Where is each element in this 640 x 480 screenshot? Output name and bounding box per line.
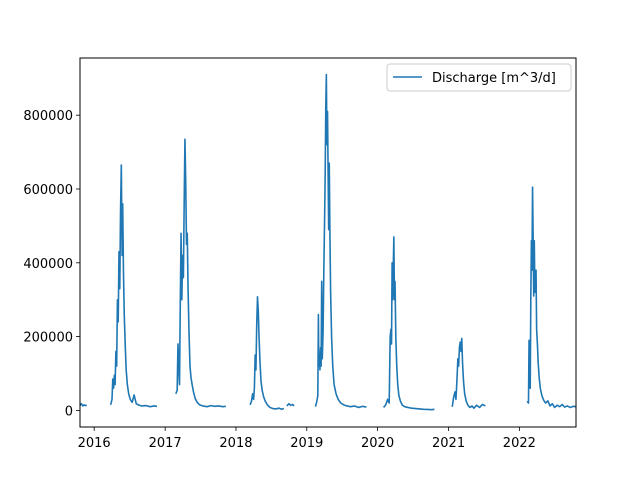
discharge-series-segment-2 xyxy=(109,164,158,408)
x-tick-label-2017: 2017 xyxy=(149,436,182,451)
discharge-series-segment-5 xyxy=(286,402,295,407)
y-tick-label-0: 0 xyxy=(65,404,73,419)
axes-frame xyxy=(79,57,577,428)
y-tick-label-800000: 800000 xyxy=(23,109,73,124)
legend: Discharge [m^3/d] xyxy=(386,63,572,92)
y-tick-label-400000: 400000 xyxy=(23,257,73,272)
x-tick-label-2019: 2019 xyxy=(290,436,323,451)
x-axis: 2016 2017 2018 2019 2020 2021 2022 xyxy=(78,427,536,451)
plot-area xyxy=(79,57,577,428)
y-tick-label-600000: 600000 xyxy=(23,183,73,198)
discharge-series-segment-9 xyxy=(526,186,577,409)
y-axis: 0 200000 400000 600000 800000 xyxy=(23,109,80,419)
legend-label-discharge: Discharge [m^3/d] xyxy=(432,71,556,86)
series-layer xyxy=(79,73,577,411)
x-tick-label-2020: 2020 xyxy=(361,436,394,451)
discharge-series-segment-7 xyxy=(382,236,435,411)
discharge-series-segment-8 xyxy=(451,337,486,409)
x-tick-label-2022: 2022 xyxy=(503,436,536,451)
x-tick-label-2016: 2016 xyxy=(78,436,111,451)
discharge-series-segment-4 xyxy=(249,295,285,411)
discharge-series-segment-3 xyxy=(175,138,226,408)
y-tick-label-200000: 200000 xyxy=(23,331,73,346)
discharge-series-segment-1 xyxy=(79,402,88,407)
x-tick-label-2018: 2018 xyxy=(219,436,252,451)
x-tick-label-2021: 2021 xyxy=(432,436,465,451)
discharge-series-segment-6 xyxy=(314,73,367,409)
legend-box xyxy=(386,63,572,92)
